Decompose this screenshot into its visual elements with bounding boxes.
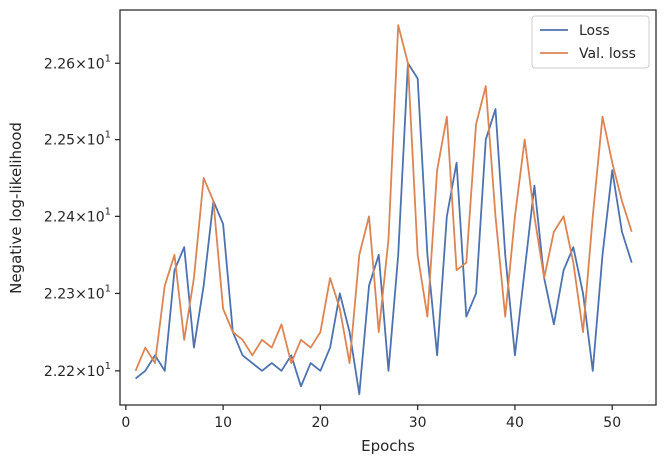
y-tick-label: 2.24×101 [44, 206, 111, 225]
series-lines [134, 24, 633, 396]
legend-box [531, 15, 650, 69]
x-tick-label: 10 [214, 415, 232, 431]
y-tick-label: 2.26×101 [44, 53, 111, 72]
series-line-loss [134, 62, 633, 396]
legend: Loss Val. loss [531, 15, 650, 69]
x-tick-label: 40 [506, 415, 524, 431]
legend-label-val-loss: Val. loss [579, 46, 636, 62]
x-axis-label: Epochs [361, 437, 415, 455]
y-tick-label: 2.25×101 [44, 130, 111, 149]
legend-label-loss: Loss [579, 23, 610, 39]
series-line-val-loss [134, 24, 633, 372]
x-tick-label: 50 [603, 415, 621, 431]
x-tick-label: 0 [121, 415, 130, 431]
x-tick-label: 20 [311, 415, 329, 431]
y-axis-label: Negative log-likelihood [7, 122, 25, 294]
y-tick-label: 2.23×101 [44, 283, 111, 302]
y-axis-ticks: 2.22×101 2.23×101 2.24×101 2.25×101 2.26×101 [44, 53, 120, 380]
x-axis-ticks: 0 10 20 30 40 50 [121, 405, 621, 431]
x-tick-label: 30 [409, 415, 427, 431]
plot-frame [119, 9, 657, 406]
y-tick-label: 2.22×101 [44, 361, 111, 380]
